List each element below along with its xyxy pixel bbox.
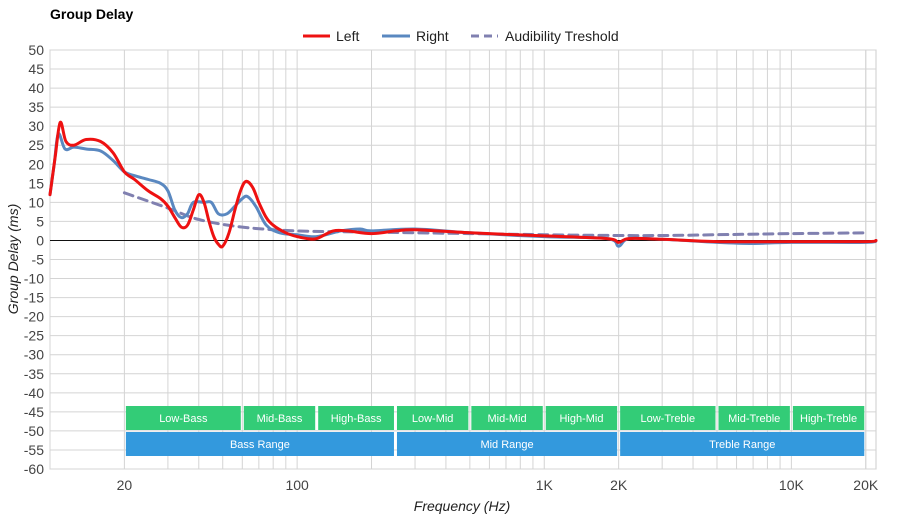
range-mid-range-band [396,432,618,456]
range-low-bass-label: Low-Bass [159,413,208,425]
x-tick-label: 10K [779,477,805,493]
y-tick-label: 10 [28,194,44,210]
range-low-treble-band [620,406,716,430]
legend-left-label[interactable]: Left [336,28,359,44]
y-tick-label: -40 [24,385,44,401]
range-treble-range-label: Treble Range [709,439,775,451]
series-lines [48,120,878,249]
legend-threshold-label[interactable]: Audibility Treshold [505,28,619,44]
y-tick-label: 45 [28,61,44,77]
y-tick-label: -45 [24,404,44,420]
y-tick-label: -50 [24,423,44,439]
range-bands: Low-Bass Mid-Bass High-Bass Low-Mid Mid-Mid H… [125,406,865,456]
grid [49,49,877,470]
y-tick-label: -15 [24,290,44,306]
y-tick-label: -30 [24,347,44,363]
range-low-mid-label: Low-Mid [412,413,454,425]
y-tick-label: 15 [28,175,44,191]
range-high-mid-band [545,406,618,430]
y-tick-label: 0 [36,232,44,248]
y-tick-label: -10 [24,271,44,287]
range-mid-mid-band [471,406,543,430]
range-mid-bass-band [243,406,316,430]
range-low-bass-band [125,406,241,430]
range-high-treble-band [792,406,865,430]
range-low-mid-band [396,406,469,430]
y-tick-label: -55 [24,442,44,458]
y-tick-label: 5 [36,213,44,229]
y-axis-label: Group Delay (ms) [5,204,21,314]
x-tick-label: 20 [117,477,133,493]
y-tick-label: 40 [28,80,44,96]
x-tick-label: 1K [536,477,554,493]
range-high-treble-label: High-Treble [800,413,857,425]
y-tick-label: -60 [24,461,44,477]
range-mid-mid-label: Mid-Mid [487,413,526,425]
y-tick-label: 20 [28,156,44,172]
y-axis-ticks: 50454035302520151050-5-10-15-20-25-30-35… [24,42,44,477]
y-tick-label: -35 [24,366,44,382]
y-tick-label: 35 [28,99,44,115]
range-bass-range-band [125,432,394,456]
range-low-treble-label: Low-Treble [641,413,696,425]
y-tick-label: 25 [28,137,44,153]
range-bass-range-label: Bass Range [230,439,290,451]
y-tick-label: 30 [28,118,44,134]
y-tick-label: -25 [24,328,44,344]
series-left[interactable] [48,120,878,249]
range-mid-range-label: Mid Range [480,439,533,451]
x-axis-ticks: 20 100 1K 2K 10K 20K [117,477,879,493]
chart-title: Group Delay [50,6,133,22]
range-mid-bass-label: Mid-Bass [257,413,303,425]
x-tick-label: 100 [285,477,309,493]
series-audibility-treshold[interactable] [122,191,868,238]
range-high-bass-band [318,406,394,430]
x-axis-label: Frequency (Hz) [414,498,510,514]
y-tick-label: -20 [24,309,44,325]
range-mid-treble-label: Mid-Treble [728,413,780,425]
y-tick-label: 50 [28,42,44,58]
y-tick-label: -5 [32,252,45,268]
legend[interactable]: Left Right Audibility Treshold [303,28,619,44]
range-high-mid-label: High-Mid [559,413,603,425]
series-right[interactable] [48,132,878,248]
legend-right-label[interactable]: Right [416,28,449,44]
range-mid-treble-band [718,406,790,430]
range-treble-range-band [620,432,865,456]
x-tick-label: 20K [853,477,879,493]
range-high-bass-label: High-Bass [331,413,382,425]
x-tick-label: 2K [610,477,628,493]
